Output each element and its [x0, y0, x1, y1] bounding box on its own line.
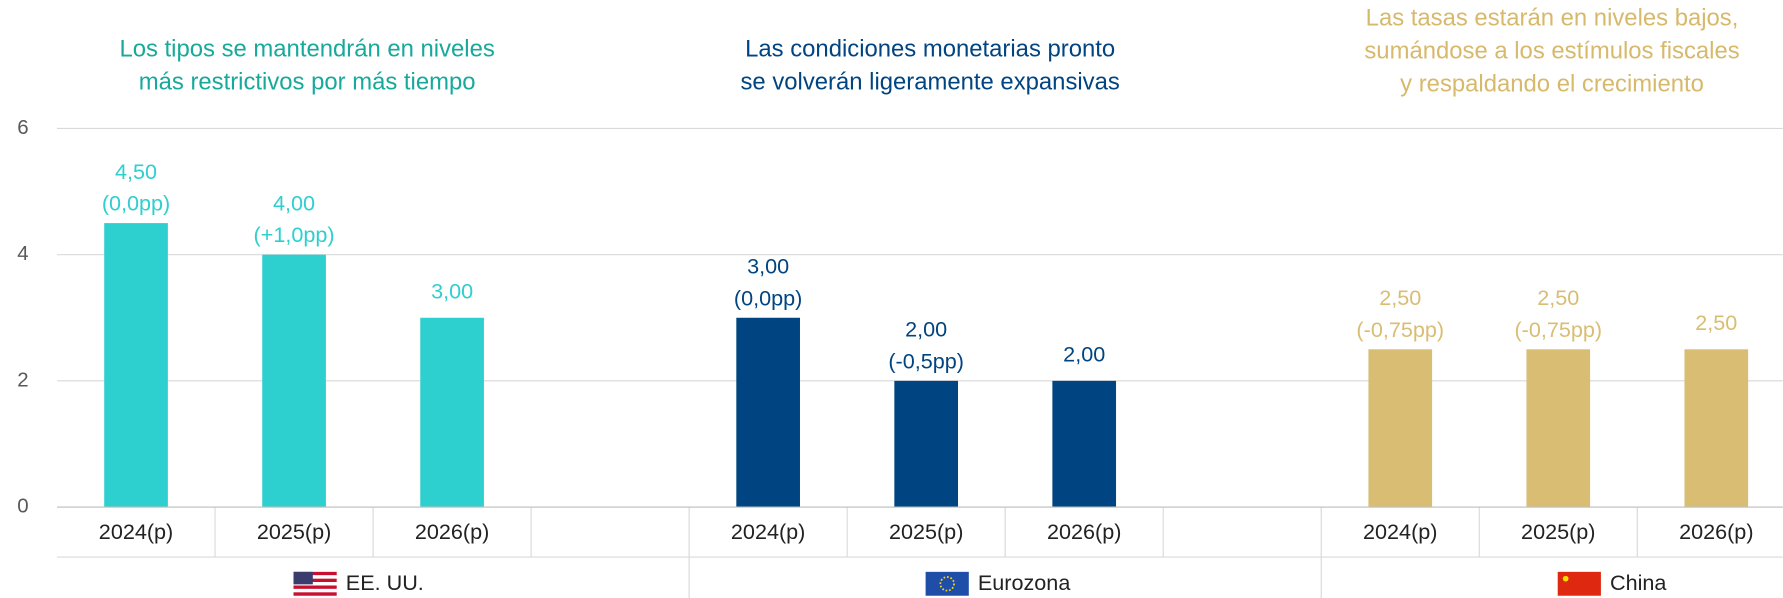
flag-stripe — [293, 588, 337, 593]
group-subtitle: sumándose a los estímulos fiscales — [1364, 38, 1739, 65]
bar — [736, 317, 800, 508]
value-label: 2,50 — [1537, 285, 1579, 310]
value-label: 2,00 — [1063, 342, 1105, 367]
bar — [420, 317, 484, 508]
change-label: (0,0pp) — [734, 285, 802, 310]
x-tick-label: 2024(p) — [731, 519, 805, 544]
value-label: 3,00 — [431, 278, 473, 303]
value-label: 3,00 — [747, 253, 789, 278]
change-label: (-0,75pp) — [1514, 317, 1602, 342]
group-label: Eurozona — [978, 570, 1071, 595]
flag-stripe — [293, 571, 337, 576]
change-label: (-0,5pp) — [888, 348, 964, 373]
x-tick-label: 2026(p) — [1047, 519, 1121, 544]
x-tick-label: 2026(p) — [415, 519, 489, 544]
change-label: (-0,75pp) — [1356, 317, 1444, 342]
group-subtitle: más restrictivos por más tiempo — [139, 68, 476, 95]
flag-stripe — [293, 578, 337, 583]
bar — [894, 380, 959, 508]
y-tick-label: 6 — [17, 116, 28, 139]
value-label: 2,00 — [905, 317, 947, 342]
y-tick-label: 0 — [17, 494, 28, 517]
flag-stars — [939, 576, 955, 592]
flag-star — [1562, 575, 1569, 582]
change-label: (+1,0pp) — [254, 222, 335, 247]
flag-stripe — [293, 575, 337, 579]
group-subtitle: y respaldando el crecimiento — [1400, 71, 1704, 98]
x-tick-label: 2025(p) — [889, 519, 963, 544]
x-tick-label: 2024(p) — [1363, 519, 1437, 544]
flag-stripe — [293, 592, 337, 596]
group-subtitle: se volverán ligeramente expansivas — [740, 68, 1119, 95]
bar — [262, 254, 326, 508]
y-tick-label: 4 — [17, 242, 28, 265]
flag-stripe — [293, 582, 337, 586]
value-label: 2,50 — [1379, 285, 1421, 310]
bar — [1052, 380, 1117, 508]
bar — [1368, 349, 1433, 508]
bar — [1684, 349, 1749, 508]
flag-canton — [293, 571, 313, 585]
value-label: 4,50 — [115, 159, 157, 184]
change-label: (0,0pp) — [102, 191, 170, 216]
group-subtitle: Las condiciones monetarias pronto — [745, 35, 1115, 62]
flag-stripe — [293, 585, 337, 589]
group-subtitle: Las tasas estarán en niveles bajos, — [1366, 5, 1739, 32]
x-tick-label: 2025(p) — [257, 519, 331, 544]
flag-eu — [925, 571, 969, 596]
bar — [104, 223, 168, 508]
bar — [1526, 349, 1591, 508]
flags — [293, 571, 1601, 596]
x-tick-label: 2026(p) — [1679, 519, 1753, 544]
group-label: China — [1610, 570, 1667, 595]
y-tick-label: 2 — [17, 368, 28, 391]
value-label: 4,00 — [273, 190, 315, 215]
group-subtitle: Los tipos se mantendrán en niveles — [119, 35, 494, 62]
x-tick-label: 2024(p) — [99, 519, 173, 544]
group-label: EE. UU. — [346, 570, 424, 595]
flag-cn — [1557, 571, 1601, 596]
value-label: 2,50 — [1695, 310, 1737, 335]
x-tick-label: 2025(p) — [1521, 519, 1595, 544]
